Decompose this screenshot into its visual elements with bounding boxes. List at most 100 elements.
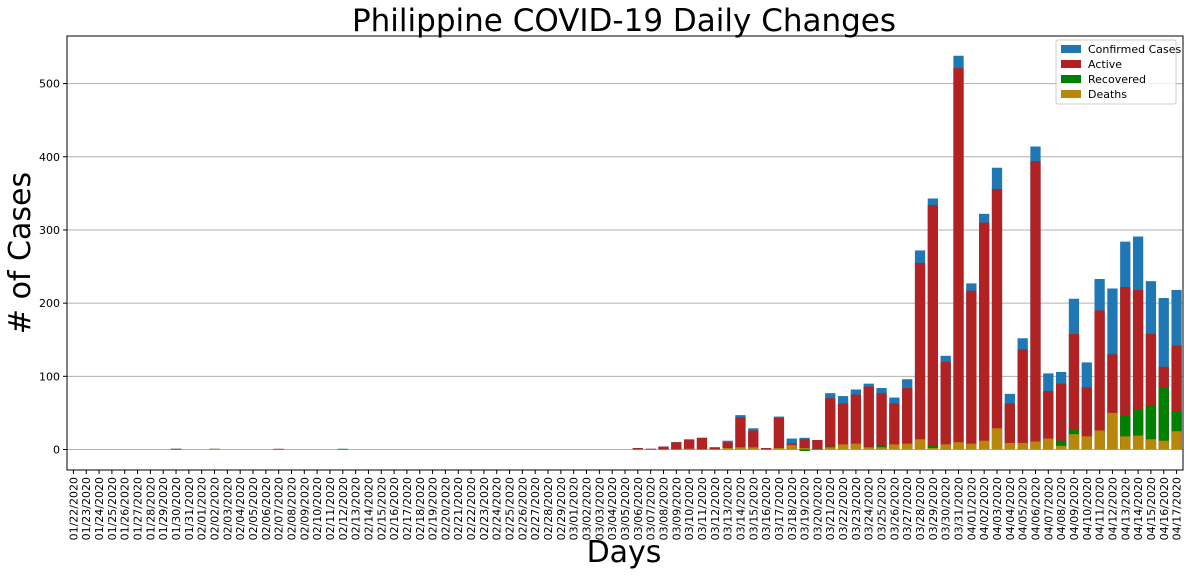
bar [799, 439, 810, 450]
x-tick-label: 02/09/2020 [298, 477, 311, 540]
x-tick-label: 04/03/2020 [991, 477, 1004, 540]
bar [760, 448, 772, 450]
y-tick-label: 200 [39, 297, 60, 310]
y-tick-label: 500 [39, 78, 60, 91]
bar [1171, 411, 1182, 450]
legend-label: Recovered [1088, 73, 1146, 86]
x-tick-label: 02/01/2020 [196, 477, 209, 540]
bar [979, 440, 990, 450]
bar [696, 437, 708, 450]
y-tick-label: 300 [39, 224, 60, 237]
bar [1081, 436, 1092, 450]
bar [876, 447, 887, 450]
x-tick-label: 01/25/2020 [106, 477, 119, 540]
x-tick-label: 02/22/2020 [465, 477, 478, 540]
x-tick-label: 03/08/2020 [657, 477, 670, 540]
bar [786, 445, 797, 450]
bar [1068, 434, 1080, 450]
bar [1145, 439, 1157, 450]
x-tick-label: 04/11/2020 [1094, 477, 1107, 540]
bar [722, 442, 733, 450]
x-tick-label: 03/09/2020 [670, 477, 683, 540]
x-tick-label: 02/17/2020 [401, 477, 414, 540]
x-tick-label: 01/28/2020 [144, 477, 157, 540]
bar [825, 447, 836, 450]
bar [966, 290, 977, 450]
x-tick-label: 02/23/2020 [478, 477, 491, 540]
bar [735, 447, 746, 450]
bar [684, 448, 695, 450]
x-tick-label: 01/24/2020 [93, 477, 106, 540]
legend-swatch [1061, 75, 1081, 83]
bar [953, 68, 964, 450]
bar [850, 443, 862, 450]
x-tick-label: 04/06/2020 [1029, 477, 1042, 540]
bar [1158, 388, 1169, 450]
x-axis-ticks: 01/22/2020 01/23/2020 01/24/2020 01/25/2020… [67, 470, 1184, 540]
bar [658, 446, 669, 450]
chart-title: Philippine COVID-19 Daily Changes [352, 3, 896, 39]
bar [1094, 310, 1105, 450]
bar [722, 448, 733, 450]
bar [1017, 349, 1028, 450]
bar [966, 443, 977, 450]
legend-swatch [1061, 60, 1081, 68]
bar [1120, 436, 1131, 450]
y-axis-label: # of Cases [3, 172, 38, 334]
bar [914, 262, 926, 450]
x-tick-label: 04/16/2020 [1158, 477, 1171, 540]
x-axis-label: Days [587, 535, 662, 570]
x-tick-label: 03/10/2020 [683, 477, 696, 540]
bar [684, 439, 695, 450]
bar [1132, 409, 1144, 450]
y-axis-ticks: 0 100 200 300 400 500 [39, 78, 67, 457]
bar [927, 205, 938, 450]
x-tick-label: 03/03/2020 [593, 477, 606, 540]
bar [863, 386, 874, 450]
x-tick-label: 02/27/2020 [529, 477, 542, 540]
bar [709, 447, 720, 450]
x-tick-label: 02/15/2020 [375, 477, 388, 540]
bar [927, 448, 938, 450]
bar [773, 448, 785, 450]
bar [1120, 415, 1131, 450]
x-tick-label: 04/15/2020 [1145, 477, 1158, 540]
x-tick-label: 02/07/2020 [273, 477, 286, 540]
bar [1043, 390, 1054, 450]
bar [812, 448, 823, 450]
x-tick-label: 02/03/2020 [221, 477, 234, 540]
x-tick-label: 03/06/2020 [632, 477, 645, 540]
bar [1081, 387, 1092, 450]
x-tick-label: 04/02/2020 [978, 477, 991, 540]
bar [1132, 289, 1144, 450]
x-tick-label: 03/01/2020 [568, 477, 581, 540]
bar [1145, 333, 1157, 450]
x-tick-label: 03/18/2020 [786, 477, 799, 540]
bar [1120, 287, 1131, 450]
bar [1145, 405, 1157, 450]
bar [799, 448, 810, 450]
x-tick-label: 01/27/2020 [132, 477, 145, 540]
x-tick-label: 02/08/2020 [285, 477, 298, 540]
bar [979, 222, 990, 450]
x-tick-label: 04/17/2020 [1171, 477, 1184, 540]
x-tick-label: 02/13/2020 [350, 477, 363, 540]
x-tick-label: 03/12/2020 [709, 477, 722, 540]
bar [1094, 430, 1105, 450]
x-tick-label: 04/13/2020 [1119, 477, 1132, 540]
bar [953, 442, 964, 450]
x-tick-label: 02/21/2020 [452, 477, 465, 540]
x-tick-label: 03/19/2020 [799, 477, 812, 540]
bar [748, 430, 759, 450]
bar [837, 403, 849, 450]
x-tick-label: 03/04/2020 [606, 477, 619, 540]
x-tick-label: 02/12/2020 [337, 477, 350, 540]
bar [991, 188, 1003, 450]
x-tick-label: 04/01/2020 [965, 477, 978, 540]
x-tick-label: 01/31/2020 [183, 477, 196, 540]
y-tick-label: 400 [39, 151, 60, 164]
bar [902, 443, 913, 450]
x-tick-label: 01/23/2020 [80, 477, 93, 540]
x-tick-label: 03/24/2020 [863, 477, 876, 540]
x-tick-label: 03/02/2020 [581, 477, 594, 540]
